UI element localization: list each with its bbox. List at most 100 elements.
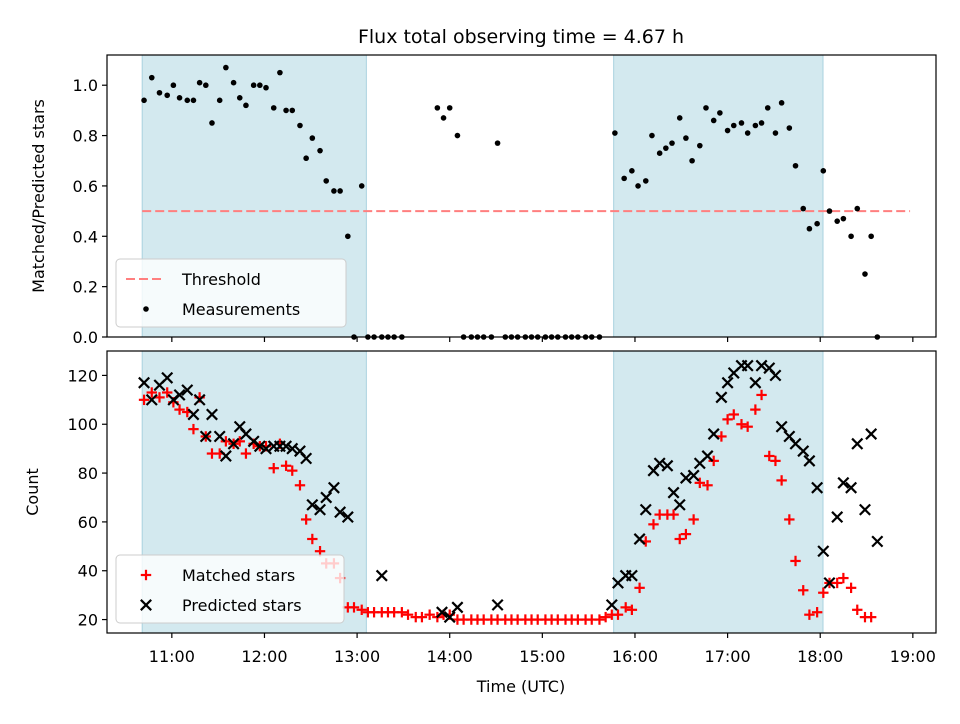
data-point bbox=[345, 233, 351, 240]
data-point bbox=[707, 428, 720, 440]
data-point bbox=[323, 178, 330, 184]
data-point bbox=[837, 476, 850, 489]
y-axis-label: Count bbox=[23, 468, 42, 516]
data-point bbox=[838, 572, 849, 584]
data-point bbox=[161, 371, 174, 384]
data-point bbox=[668, 509, 679, 520]
data-point bbox=[193, 393, 206, 406]
y-tick-label: 120 bbox=[67, 366, 98, 385]
x-tick-label: 15:00 bbox=[519, 647, 565, 666]
data-point bbox=[280, 460, 292, 471]
legend-label: Threshold bbox=[181, 270, 261, 289]
data-point bbox=[818, 587, 829, 598]
data-point bbox=[162, 387, 173, 398]
legend: Matched stars Predicted stars bbox=[115, 554, 345, 624]
data-point bbox=[823, 576, 836, 589]
data-point bbox=[728, 409, 739, 420]
data-point bbox=[663, 145, 669, 151]
data-point bbox=[744, 130, 751, 136]
data-point bbox=[708, 455, 719, 467]
data-point bbox=[634, 582, 645, 594]
data-point bbox=[786, 125, 793, 131]
data-point bbox=[639, 503, 652, 516]
data-point bbox=[283, 107, 289, 114]
data-point bbox=[635, 183, 641, 189]
data-point bbox=[331, 188, 337, 194]
y-tick-label: 80 bbox=[78, 464, 98, 483]
data-point bbox=[784, 514, 795, 525]
data-point bbox=[297, 122, 303, 129]
data-point bbox=[263, 84, 269, 91]
data-point bbox=[742, 421, 753, 432]
y-tick-label: 1.0 bbox=[73, 76, 98, 95]
data-point bbox=[294, 480, 306, 491]
data-point bbox=[790, 555, 801, 567]
data-point bbox=[633, 533, 646, 545]
data-point bbox=[680, 528, 692, 540]
data-point bbox=[792, 162, 799, 169]
x-tick-label: 11:00 bbox=[149, 647, 195, 666]
data-point bbox=[141, 97, 147, 104]
legend-box bbox=[115, 258, 347, 328]
data-point bbox=[216, 97, 223, 104]
data-point bbox=[653, 457, 666, 470]
data-point bbox=[852, 604, 863, 616]
legend-label: Predicted stars bbox=[182, 596, 302, 615]
data-point bbox=[716, 431, 727, 442]
data-point bbox=[250, 82, 257, 89]
data-point bbox=[213, 430, 226, 443]
x-tick-label: 18:00 bbox=[797, 647, 843, 666]
legend-swatch bbox=[140, 599, 152, 611]
data-point bbox=[811, 481, 824, 494]
data-point bbox=[203, 82, 209, 89]
data-point bbox=[170, 82, 177, 89]
data-point bbox=[145, 393, 158, 406]
data-point bbox=[334, 506, 347, 519]
data-point bbox=[174, 404, 185, 415]
data-point bbox=[620, 602, 631, 613]
y-tick-label: 0.8 bbox=[73, 127, 98, 146]
data-point bbox=[396, 607, 408, 618]
data-point bbox=[862, 271, 868, 277]
data-point bbox=[625, 569, 638, 582]
data-point bbox=[848, 233, 854, 240]
y-tick-label: 0.6 bbox=[73, 177, 98, 196]
data-point bbox=[286, 442, 299, 455]
data-point bbox=[851, 437, 864, 450]
data-point bbox=[722, 414, 733, 425]
data-point bbox=[236, 95, 243, 101]
data-point bbox=[164, 92, 171, 99]
x-tick-label: 12:00 bbox=[241, 647, 287, 666]
data-point bbox=[840, 215, 847, 222]
data-point bbox=[676, 115, 683, 121]
data-point bbox=[811, 607, 823, 618]
data-point bbox=[826, 208, 833, 214]
data-point bbox=[289, 107, 296, 114]
data-point bbox=[307, 533, 318, 545]
x-axis-label: Time (UTC) bbox=[476, 677, 565, 696]
data-point bbox=[688, 514, 699, 525]
data-point bbox=[176, 95, 183, 101]
data-point bbox=[798, 585, 809, 596]
data-point bbox=[402, 609, 414, 620]
data-point bbox=[834, 218, 840, 224]
data-point bbox=[859, 503, 871, 516]
data-point bbox=[173, 388, 186, 401]
data-point bbox=[138, 376, 151, 389]
data-point bbox=[600, 611, 611, 623]
data-point bbox=[184, 97, 191, 104]
data-point bbox=[752, 122, 759, 129]
data-point bbox=[648, 519, 659, 530]
data-point bbox=[669, 140, 675, 146]
data-point bbox=[715, 391, 728, 404]
data-point bbox=[797, 445, 810, 458]
data-point bbox=[814, 220, 820, 227]
data-point bbox=[703, 105, 709, 111]
data-point bbox=[424, 609, 435, 620]
data-point bbox=[764, 450, 775, 462]
data-point bbox=[689, 157, 695, 164]
data-point bbox=[223, 64, 229, 71]
data-point bbox=[138, 394, 150, 406]
data-point bbox=[268, 462, 279, 474]
data-point bbox=[845, 582, 857, 594]
